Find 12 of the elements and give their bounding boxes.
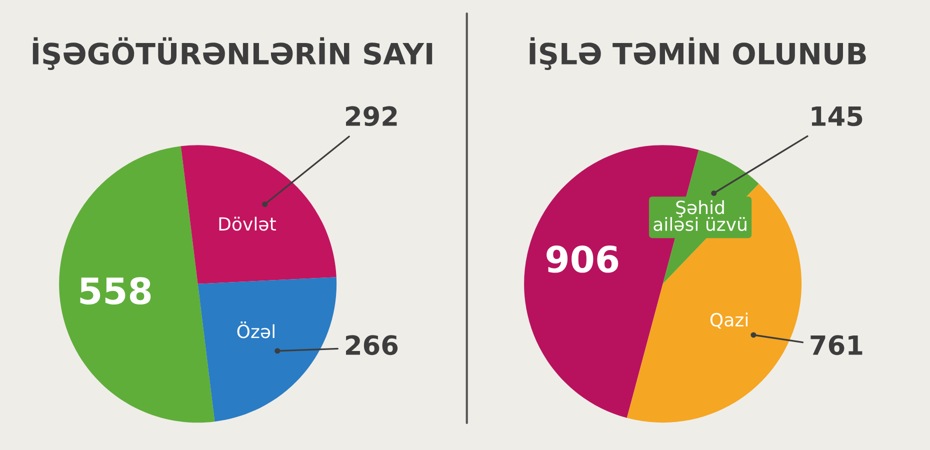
chart-title: İŞLƏ TƏMİN OLUNUB	[530, 37, 866, 70]
data-label: 906	[546, 245, 618, 273]
slice-label: Özəl	[237, 322, 274, 338]
data-label: 145	[812, 106, 862, 126]
slice-label: Dövlət	[219, 216, 276, 231]
chart-title: İŞƏGÖTÜRƏNLƏRİN SAYI	[32, 37, 432, 70]
data-label: 292	[346, 106, 397, 126]
slice-label: Şəhid ailəsi üzvü	[654, 200, 746, 232]
data-label: 266	[346, 335, 398, 356]
data-label: 558	[80, 277, 151, 304]
slice-label: Qazi	[710, 312, 748, 329]
data-label: 761	[810, 335, 862, 356]
